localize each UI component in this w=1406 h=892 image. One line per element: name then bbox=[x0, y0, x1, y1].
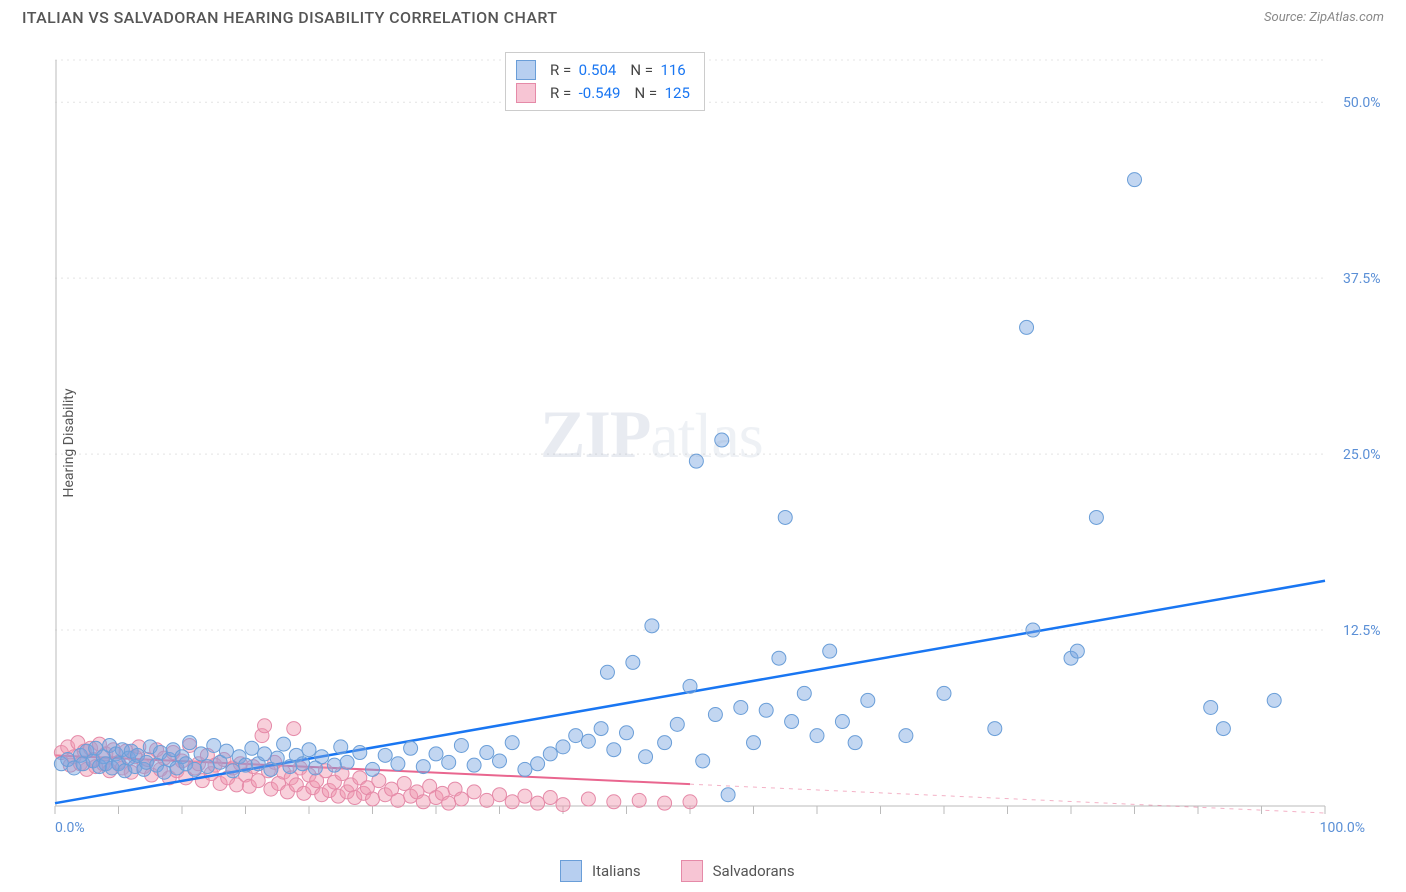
chart-title: ITALIAN VS SALVADORAN HEARING DISABILITY… bbox=[22, 8, 558, 27]
legend-swatch bbox=[681, 860, 703, 882]
bottom-legend-label: Salvadorans bbox=[713, 862, 795, 880]
legend-row: R = -0.549 N = 125 bbox=[516, 82, 690, 105]
bottom-legend-item: Italians bbox=[560, 860, 641, 882]
bottom-legend: Italians Salvadorans bbox=[560, 860, 795, 882]
legend-n-label: N = 116 bbox=[630, 59, 685, 82]
stats-legend: R = 0.504 N = 116 R = -0.549 N = 125 bbox=[505, 52, 705, 111]
svg-text:37.5%: 37.5% bbox=[1343, 271, 1381, 287]
svg-text:25.0%: 25.0% bbox=[1343, 447, 1381, 463]
source-label: Source: ZipAtlas.com bbox=[1264, 10, 1384, 25]
legend-r-label: R = 0.504 bbox=[550, 59, 616, 82]
svg-text:12.5%: 12.5% bbox=[1343, 623, 1381, 639]
legend-n-label: N = 125 bbox=[634, 82, 689, 105]
svg-text:50.0%: 50.0% bbox=[1343, 95, 1381, 111]
bottom-legend-label: Italians bbox=[592, 862, 641, 880]
svg-text:100.0%: 100.0% bbox=[1320, 820, 1365, 836]
legend-swatch bbox=[516, 83, 536, 103]
legend-swatch bbox=[516, 60, 536, 80]
chart-area: Hearing Disability 12.5%25.0%37.5%50.0%0… bbox=[55, 48, 1375, 838]
bottom-legend-item: Salvadorans bbox=[681, 860, 795, 882]
scatter-chart: 12.5%25.0%37.5%50.0%0.0%100.0% bbox=[55, 48, 1375, 838]
legend-row: R = 0.504 N = 116 bbox=[516, 59, 690, 82]
legend-r-label: R = -0.549 bbox=[550, 82, 620, 105]
header: ITALIAN VS SALVADORAN HEARING DISABILITY… bbox=[0, 0, 1406, 27]
svg-text:0.0%: 0.0% bbox=[55, 820, 85, 836]
legend-swatch bbox=[560, 860, 582, 882]
